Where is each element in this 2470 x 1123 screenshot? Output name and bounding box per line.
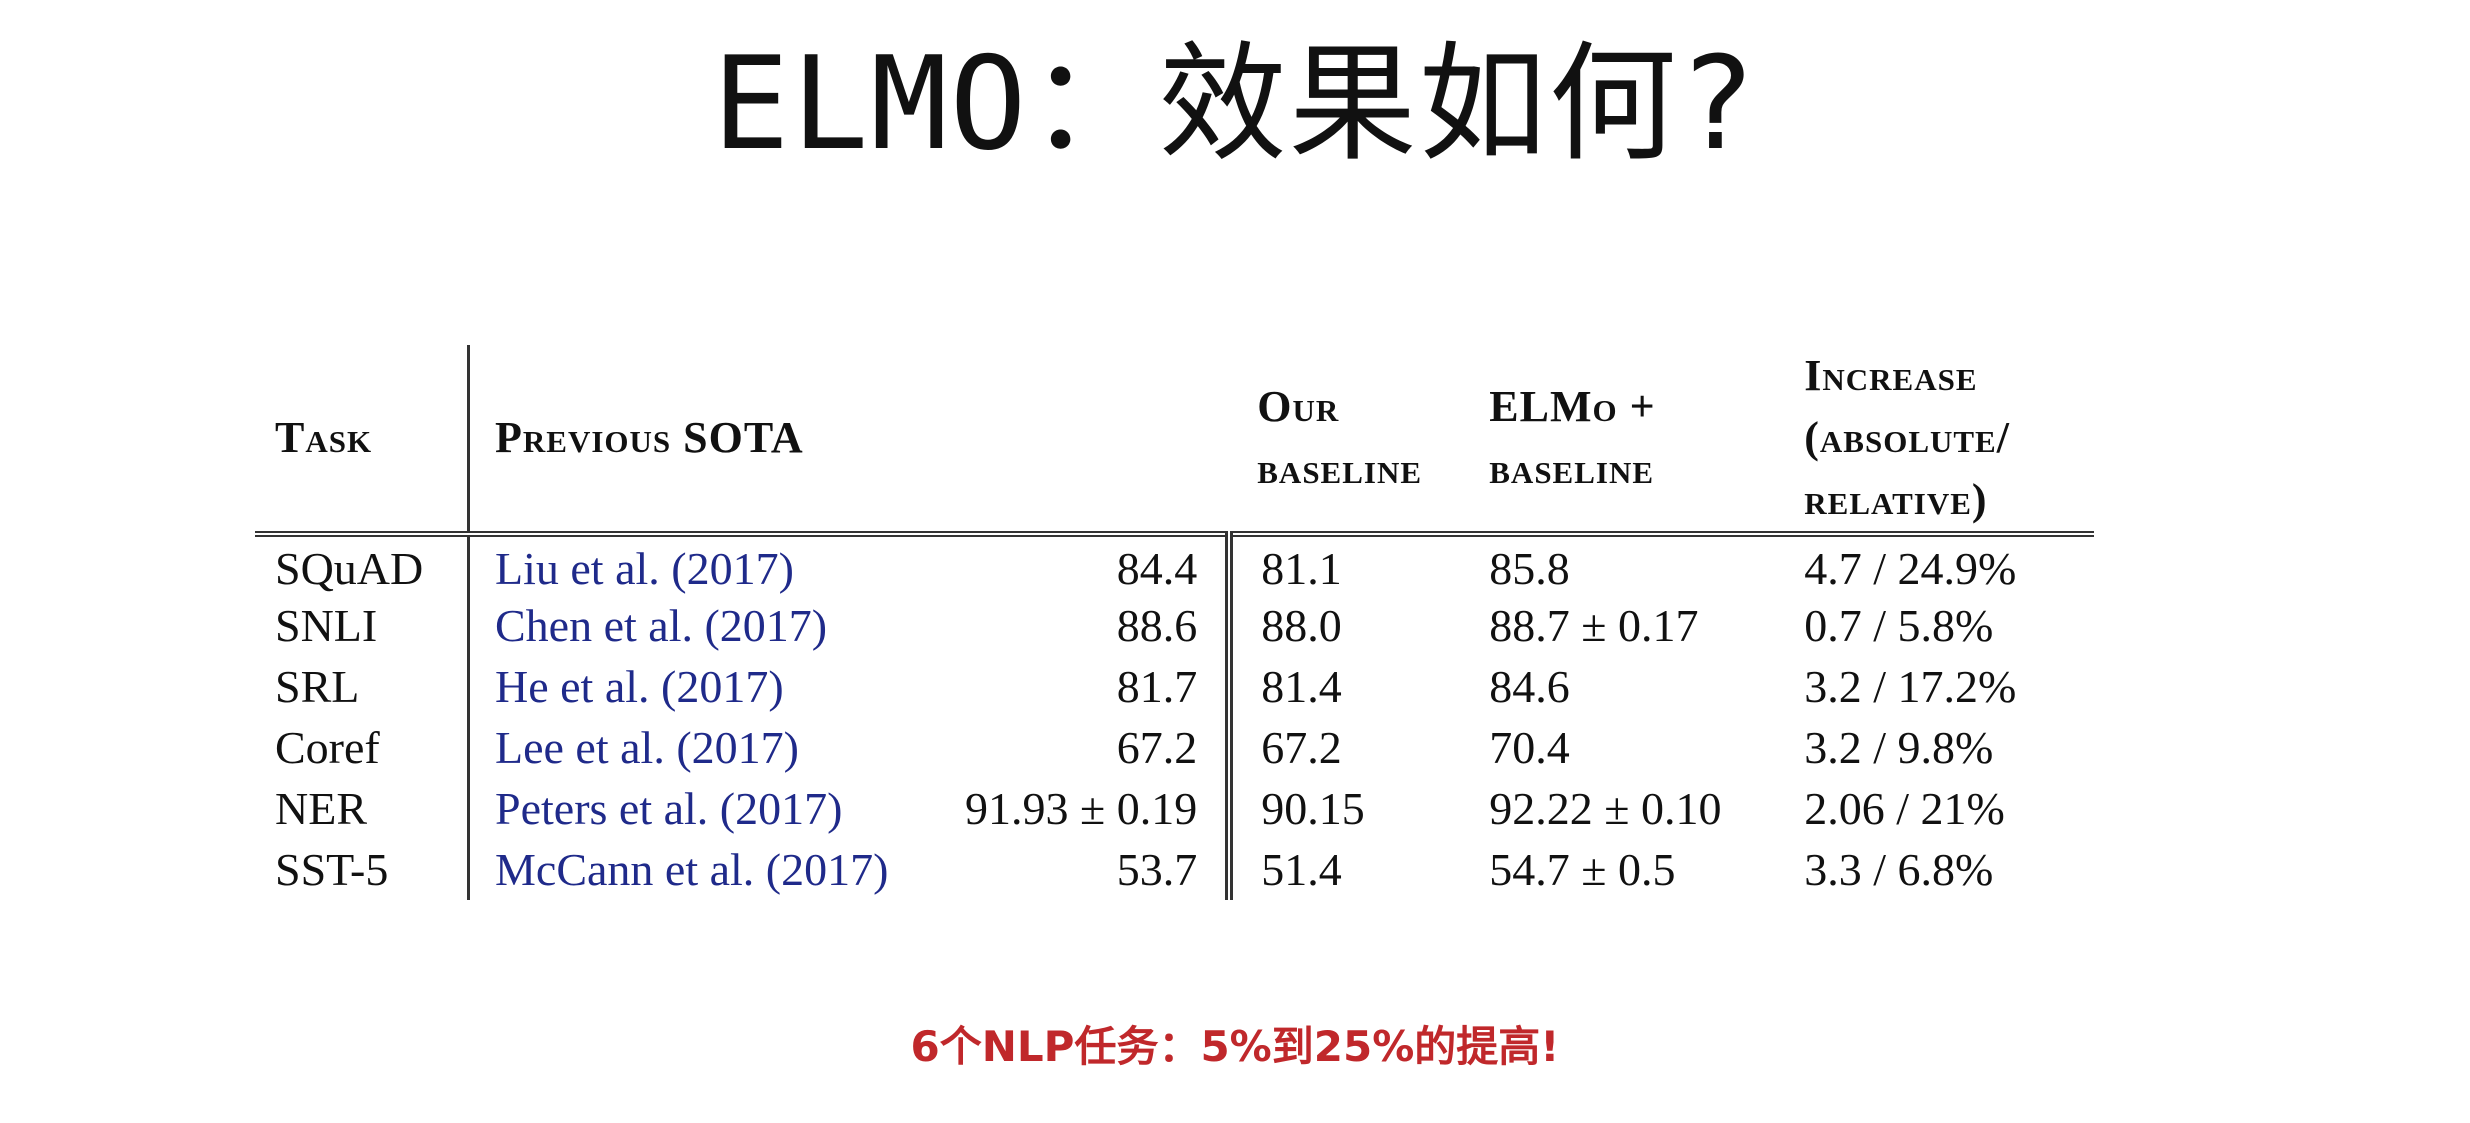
header-increase-line3: relative) — [1804, 475, 1988, 524]
cell-our-baseline: 51.4 — [1261, 844, 1342, 895]
cell-increase: 3.2 / 17.2% — [1804, 661, 2017, 712]
cell-task: SNLI — [255, 595, 470, 656]
header-our-baseline-line1: Our — [1257, 382, 1340, 431]
header-task: Task — [255, 345, 470, 537]
header-elmo-baseline-line1: ELMo + — [1489, 382, 1656, 431]
cell-previous-sota: 84.4 — [965, 534, 1234, 595]
cell-task: SRL — [255, 656, 470, 717]
cell-previous-sota: 88.6 — [965, 595, 1234, 656]
header-increase-line1: Increase — [1804, 351, 1978, 400]
header-our-baseline: Our baseline — [1229, 345, 1490, 537]
cell-citation-link[interactable]: Peters et al. (2017) — [495, 783, 843, 834]
header-increase: Increase (absolute/relative) — [1804, 345, 2095, 537]
results-table: Task Previous SOTA Our baseline ELMo + bas… — [255, 345, 2095, 900]
cell-previous-sota: 53.7 — [965, 839, 1234, 900]
cell-our-baseline: 67.2 — [1261, 722, 1342, 773]
header-our-baseline-line2: baseline — [1257, 444, 1423, 493]
cell-our-baseline: 81.4 — [1261, 661, 1342, 712]
cell-increase: 2.06 / 21% — [1804, 783, 2005, 834]
cell-elmo-baseline: 84.6 — [1489, 661, 1570, 712]
cell-previous-sota: 91.93 ± 0.19 — [965, 778, 1234, 839]
table-row: Coref Lee et al. (2017) 67.2 67.2 70.4 3… — [255, 717, 2094, 778]
cell-task: Coref — [255, 717, 470, 778]
cell-increase: 4.7 / 24.9% — [1804, 542, 2017, 594]
cell-citation-link[interactable]: Liu et al. (2017) — [495, 542, 794, 594]
header-previous-sota: Previous SOTA — [468, 345, 1230, 537]
table-row: SST-5 McCann et al. (2017) 53.7 51.4 54.… — [255, 839, 2094, 900]
table-row: SRL He et al. (2017) 81.7 81.4 84.6 3.2 … — [255, 656, 2094, 717]
cell-increase: 0.7 / 5.8% — [1804, 600, 1994, 651]
cell-elmo-baseline: 70.4 — [1489, 722, 1570, 773]
table-row: SQuAD Liu et al. (2017) 84.4 81.1 85.8 4… — [255, 534, 2094, 595]
cell-task: SQuAD — [255, 534, 470, 595]
cell-previous-sota: 67.2 — [965, 717, 1234, 778]
footnote: 6个NLP任务：5%到25%的提高! — [910, 1022, 1560, 1071]
cell-increase: 3.3 / 6.8% — [1804, 844, 1994, 895]
cell-citation-link[interactable]: McCann et al. (2017) — [495, 844, 889, 895]
table-header-row: Task Previous SOTA Our baseline ELMo + bas… — [255, 345, 2095, 537]
header-increase-line2: (absolute/ — [1804, 413, 2010, 462]
cell-elmo-baseline: 54.7 ± 0.5 — [1489, 844, 1676, 895]
cell-previous-sota: 81.7 — [965, 656, 1234, 717]
slide-title: ELMO：效果如何? — [712, 30, 1758, 179]
table-row: NER Peters et al. (2017) 91.93 ± 0.19 90… — [255, 778, 2094, 839]
cell-elmo-baseline: 88.7 ± 0.17 — [1489, 600, 1699, 651]
header-elmo-baseline-line2: baseline — [1489, 444, 1655, 493]
cell-our-baseline: 88.0 — [1261, 600, 1342, 651]
cell-citation-link[interactable]: Chen et al. (2017) — [495, 600, 828, 651]
cell-our-baseline: 81.1 — [1261, 542, 1342, 594]
cell-elmo-baseline: 92.22 ± 0.10 — [1489, 783, 1722, 834]
cell-citation-link[interactable]: He et al. (2017) — [495, 661, 784, 712]
cell-task: NER — [255, 778, 470, 839]
cell-elmo-baseline: 85.8 — [1489, 542, 1570, 594]
cell-task: SST-5 — [255, 839, 470, 900]
cell-citation-link[interactable]: Lee et al. (2017) — [495, 722, 799, 773]
cell-increase: 3.2 / 9.8% — [1804, 722, 1994, 773]
cell-our-baseline: 90.15 — [1261, 783, 1365, 834]
header-elmo-baseline: ELMo + baseline — [1489, 345, 1805, 537]
table-row: SNLI Chen et al. (2017) 88.6 88.0 88.7 ±… — [255, 595, 2094, 656]
